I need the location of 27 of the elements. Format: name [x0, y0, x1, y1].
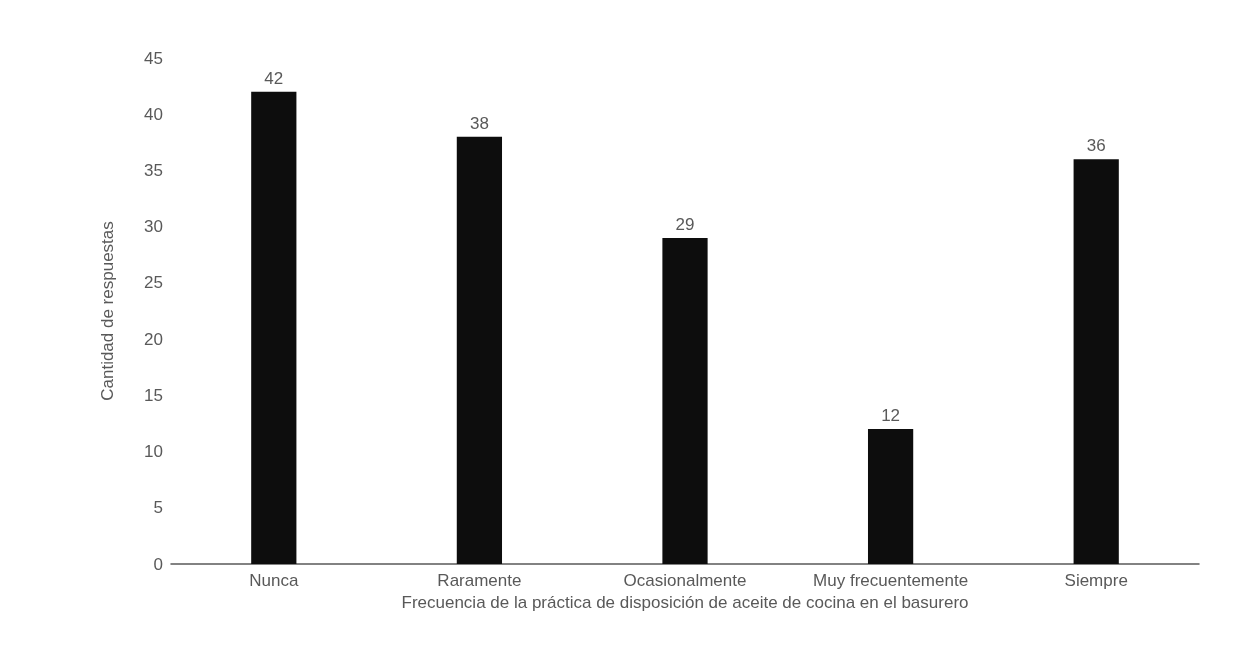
y-tick-label: 35	[144, 160, 163, 180]
bar	[662, 237, 708, 564]
data-label: 42	[264, 68, 284, 88]
data-label: 29	[675, 214, 695, 234]
bar	[456, 136, 503, 564]
data-label: 12	[881, 406, 901, 426]
y-tick-label: 0	[153, 554, 163, 574]
y-tick-label: 10	[144, 442, 163, 462]
data-label: 38	[469, 113, 489, 133]
bar	[1073, 159, 1119, 564]
y-axis-title: Cantidad de respuestas	[98, 221, 117, 401]
bar	[251, 91, 297, 564]
y-tick-label: 5	[153, 498, 163, 518]
x-tick-label: Ocasionalmente	[623, 571, 747, 590]
bar	[867, 429, 914, 564]
y-tick-label: 45	[144, 48, 163, 68]
y-tick-label: 25	[144, 273, 163, 293]
data-label: 36	[1086, 136, 1106, 156]
y-tick-label: 15	[144, 385, 163, 405]
y-tick-label: 40	[144, 104, 163, 124]
y-tick-label: 20	[144, 329, 163, 349]
y-tick-label: 30	[144, 217, 163, 237]
x-tick-label: Siempre	[1064, 571, 1128, 590]
x-tick-label: Muy frecuentemente	[813, 571, 969, 590]
x-tick-label: Raramente	[437, 571, 522, 590]
x-axis-title: Frecuencia de la práctica de disposición de aceite de cocina en el basurero	[401, 593, 969, 612]
x-tick-label: Nunca	[249, 571, 299, 590]
